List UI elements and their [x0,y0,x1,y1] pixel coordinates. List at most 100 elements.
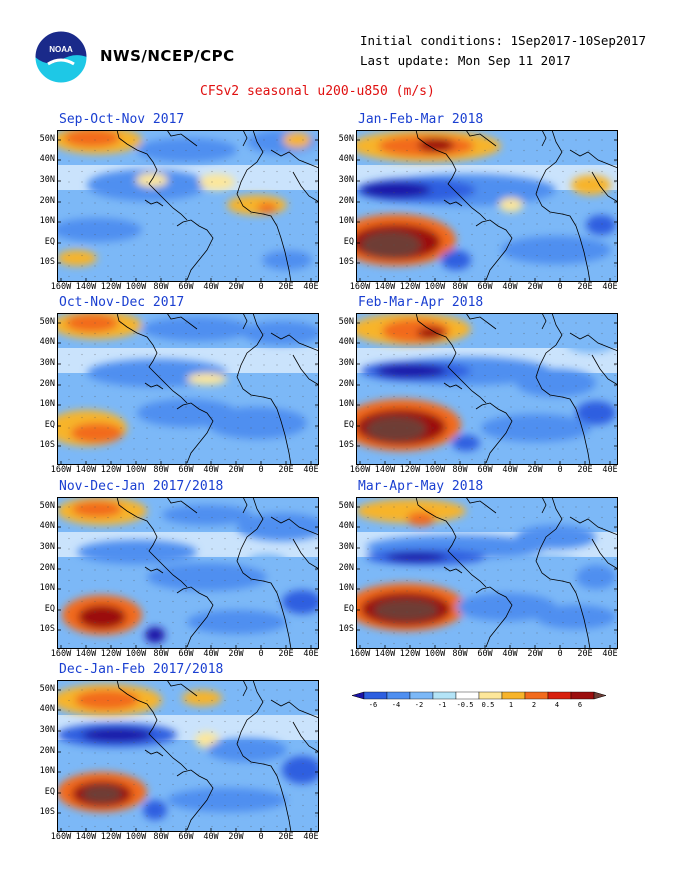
colorbar-tick: 0.5 [481,701,495,709]
lon-label: 0 [258,649,264,659]
lon-label: 40W [502,649,518,659]
lon-label: 80W [452,649,468,659]
lon-label: 160W [50,649,72,659]
colorbar-swatch [547,691,572,700]
lat-label: 20N [338,196,354,206]
colorbar-tick: -2 [414,701,424,709]
coastline [541,497,547,514]
lat-label: 10N [39,399,55,409]
lon-label: 60W [477,465,493,475]
lat-label: 30N [338,175,354,185]
lon-label: 20E [577,649,593,659]
panel-djf: Dec-Jan-Feb 2017/2018 50N 40N 30N 20N 10N EQ 1… [40,662,322,845]
coastline [270,699,319,719]
coastline [535,497,591,649]
lon-label: 100W [125,832,147,842]
colorbar: -6 -4 -2 -1 -0.5 0.5 1 2 4 6 [351,690,627,718]
lon-label: 140W [75,282,97,292]
lon-label: 160W [50,465,72,475]
lat-label: 40N [338,521,354,531]
coastline [292,171,319,203]
lon-label: 40E [602,282,618,292]
lat-label: EQ [44,420,55,430]
lat-label: 10N [338,399,354,409]
lon-label: 120W [100,649,122,659]
lon-label: 20E [278,465,294,475]
coastline [569,516,618,536]
lat-label: EQ [44,787,55,797]
lon-label: 120W [100,282,122,292]
colorbar-swatch [386,691,411,700]
coastline [242,313,248,330]
lon-label: 140W [75,832,97,842]
coastline [236,130,292,282]
panel-title: Oct-Nov-Dec 2017 [59,295,185,310]
lon-label: 20E [278,282,294,292]
panel-title: Dec-Jan-Feb 2017/2018 [59,662,224,677]
lat-label: 10S [39,807,55,817]
lon-label: 40W [203,649,219,659]
coastline [116,130,188,221]
org-name: NWS/NCEP/CPC [100,47,235,65]
coastline [443,382,463,390]
colorbar-swatch [501,691,526,700]
panel-son: Sep-Oct-Nov 2017 50N 40N 30N 20N 10N EQ 10S 160… [40,112,322,295]
coastline [116,313,188,404]
lon-label: 0 [557,282,563,292]
lon-label: 60W [178,832,194,842]
lon-label: 0 [258,282,264,292]
colorbar-tick: 1 [508,701,514,709]
colorbar-swatch [363,691,388,700]
lat-label: 20N [39,563,55,573]
lon-label: 20W [228,465,244,475]
lon-label: 20W [527,465,543,475]
panel-jfm: Jan-Feb-Mar 2018 50N 40N 30N 20N 10N EQ 10S 160… [339,112,621,295]
coastline [415,497,487,588]
map-field [57,680,319,832]
panel-title: Feb-Mar-Apr 2018 [358,295,484,310]
lon-label: 40W [502,282,518,292]
lat-label: EQ [343,604,354,614]
lat-label: 10N [39,766,55,776]
lon-label: 20E [577,465,593,475]
coastline [415,130,487,221]
colorbar-tick: -4 [391,701,401,709]
lat-label: 10S [338,440,354,450]
coastline [541,313,547,330]
lat-label: 10N [39,216,55,226]
lat-label: 50N [39,501,55,511]
last-update: Last update: Mon Sep 11 2017 [360,53,571,68]
coastline [144,382,164,390]
coastline [166,680,198,697]
lon-label: 120W [100,465,122,475]
colorbar-swatch [432,691,457,700]
panel-title: Nov-Dec-Jan 2017/2018 [59,479,224,494]
lat-label: 40N [338,337,354,347]
panel-ond: Oct-Nov-Dec 2017 50N 40N 30N 20N 10N EQ 10S 160… [40,295,322,478]
lon-label: 100W [125,465,147,475]
coastline [443,566,463,574]
coastline [569,149,618,169]
lon-label: 40E [303,465,319,475]
map-field [356,497,618,649]
lat-label: 10N [338,216,354,226]
map-field [57,313,319,465]
colorbar-arrow-left [351,691,365,700]
lon-label: 100W [424,465,446,475]
coastline [475,402,513,464]
lon-label: 20E [278,832,294,842]
lat-label: 40N [39,154,55,164]
lat-label: 30N [39,542,55,552]
panel-fma: Feb-Mar-Apr 2018 50N 40N 30N 20N 10N EQ 10S 160… [339,295,621,478]
lon-label: 40E [303,832,319,842]
lat-label: 20N [338,563,354,573]
lon-label: 60W [178,649,194,659]
lon-label: 80W [153,282,169,292]
lon-label: 100W [125,282,147,292]
coastline [270,516,319,536]
lat-label: 40N [39,521,55,531]
lat-label: 10N [39,583,55,593]
coastline [176,219,214,281]
coastline [242,497,248,514]
coastline [144,749,164,757]
